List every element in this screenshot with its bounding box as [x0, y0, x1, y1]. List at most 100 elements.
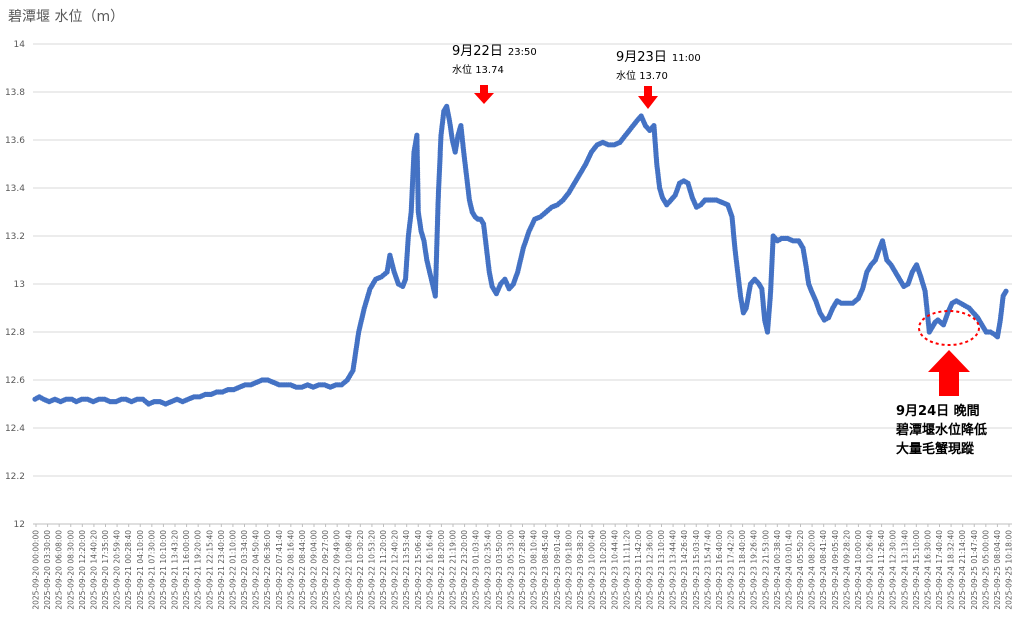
x-tick-label: 2025-09-23 19:26:40: [750, 530, 759, 610]
annotation-peak-1-date: 9月22日: [452, 44, 503, 59]
annotation-peak-1-time: 23:50: [507, 47, 537, 58]
highlight-ellipse: [918, 310, 980, 346]
y-tick-label: 13.8: [5, 88, 25, 98]
x-tick-label: 2025-09-23 03:50:00: [495, 530, 504, 610]
annotation-peak-2-level: 水位 13.70: [616, 71, 668, 82]
x-tick-label: 2025-09-22 04:50:40: [252, 530, 261, 610]
annotation-peak-2-date: 9月23日: [616, 50, 667, 65]
annotation-crab-line-3: 大量毛蟹現蹤: [896, 442, 975, 457]
x-tick-label: 2025-09-21 04:10:00: [136, 530, 145, 610]
y-tick-label: 14: [14, 40, 26, 50]
annotation-crab-note: 9月24日 晚間 碧潭堰水位降低 大量毛蟹現蹤: [896, 402, 987, 459]
x-tick-label: 2025-09-24 03:01:40: [784, 530, 793, 610]
x-tick-label: 2025-09-21 22:15:40: [205, 530, 214, 610]
x-tick-label: 2025-09-23 08:10:40: [530, 530, 539, 610]
data-point: [1003, 288, 1009, 294]
x-tick-label: 2025-09-25 01:47:40: [970, 530, 979, 610]
x-tick-label: 2025-09-22 21:19:00: [449, 530, 458, 610]
x-tick-label: 2025-09-20 12:20:00: [78, 530, 87, 610]
x-tick-label: 2025-09-24 10:00:00: [854, 530, 863, 610]
y-tick-label: 12.4: [5, 424, 25, 434]
x-tick-label: 2025-09-20 17:35:00: [101, 530, 110, 610]
x-tick-label: 2025-09-23 05:33:00: [506, 530, 515, 610]
gridlines: [33, 43, 1012, 525]
x-tick-label: 2025-09-23 17:42:20: [727, 530, 736, 610]
y-axis-tick-labels: 12 12.2 12.4 12.6 12.8 13 13.2 13.4 13.6 13.8 14: [5, 40, 25, 530]
x-tick-label: 2025-09-21 10:10:00: [159, 530, 168, 610]
x-tick-label: 2025-09-21 23:40:00: [217, 530, 226, 610]
x-tick-label: 2025-09-23 13:10:00: [657, 530, 666, 610]
x-tick-label: 2025-09-22 01:10:00: [228, 530, 237, 610]
annotation-peak-1-level: 水位 13.74: [452, 65, 504, 76]
y-tick-label: 13.4: [5, 184, 25, 194]
x-tick-label: 2025-09-23 14:26:40: [680, 530, 689, 610]
x-tick-label: 2025-09-24 09:05:40: [831, 530, 840, 610]
x-tick-label: 2025-09-21 19:20:00: [194, 530, 203, 610]
x-tick-label: 2025-09-24 00:38:40: [773, 530, 782, 610]
x-tick-label: 2025-09-23 09:01:40: [553, 530, 562, 610]
y-tick-label: 12.2: [5, 472, 25, 482]
x-tick-label: 2025-09-21 07:30:00: [147, 530, 156, 610]
x-tick-label: 2025-09-20 06:08:00: [55, 530, 64, 610]
x-tick-label: 2025-09-22 18:20:00: [437, 530, 446, 610]
x-tick-label: 2025-09-25 10:18:00: [1005, 530, 1014, 610]
x-axis-tick-labels: 2025-09-20 00:00:00 2025-09-20 03:30:00 20…: [32, 524, 1014, 610]
x-tick-label: 2025-09-23 09:18:00: [564, 530, 573, 610]
x-tick-label: 2025-09-23 18:40:00: [738, 530, 747, 610]
x-tick-label: 2025-09-20 08:30:00: [66, 530, 75, 610]
x-tick-label: 2025-09-24 15:10:00: [912, 530, 921, 610]
x-tick-label: 2025-09-23 15:47:40: [703, 530, 712, 610]
annotation-crab-line-2: 碧潭堰水位降低: [896, 423, 988, 438]
x-tick-label: 2025-09-23 07:28:40: [518, 530, 527, 610]
x-tick-label: 2025-09-23 15:03:40: [692, 530, 701, 610]
x-tick-label: 2025-09-23 10:44:40: [611, 530, 620, 610]
arrow-down-icon: [474, 85, 494, 104]
x-tick-label: 2025-09-24 16:30:00: [923, 530, 932, 610]
x-tick-label: 2025-09-22 06:36:00: [263, 530, 272, 610]
x-tick-label: 2025-09-22 12:40:20: [391, 530, 400, 610]
x-tick-label: 2025-09-22 08:44:00: [298, 530, 307, 610]
x-tick-label: 2025-09-23 13:44:40: [669, 530, 678, 610]
y-tick-label: 12.6: [5, 376, 25, 386]
annotation-peak-2-time: 11:00: [671, 53, 701, 64]
x-tick-label: 2025-09-23 10:00:40: [588, 530, 597, 610]
x-tick-label: 2025-09-25 08:04:40: [993, 530, 1002, 610]
x-tick-label: 2025-09-22 23:20:00: [460, 530, 469, 610]
x-tick-label: 2025-09-21 00:28:40: [124, 530, 133, 610]
x-tick-label: 2025-09-22 09:04:00: [310, 530, 319, 610]
x-tick-label: 2025-09-23 01:03:40: [472, 530, 481, 610]
x-tick-label: 2025-09-24 21:14:00: [958, 530, 967, 610]
x-tick-label: 2025-09-23 09:38:20: [576, 530, 585, 610]
x-tick-label: 2025-09-21 13:43:20: [171, 530, 180, 610]
x-tick-label: 2025-09-20 00:00:00: [32, 530, 41, 610]
x-tick-label: 2025-09-24 18:32:40: [947, 530, 956, 610]
x-tick-label: 2025-09-24 08:20:00: [808, 530, 817, 610]
arrow-down-icon: [638, 86, 658, 109]
y-tick-label: 12: [14, 520, 25, 530]
x-tick-label: 2025-09-22 10:08:40: [344, 530, 353, 610]
arrow-up-icon: [928, 350, 970, 396]
chart-title: 碧潭堰 水位（m）: [8, 9, 125, 25]
x-tick-label: 2025-09-22 16:16:40: [425, 530, 434, 610]
annotation-crab-line-1: 9月24日 晚間: [896, 404, 980, 419]
x-tick-label: 2025-09-23 21:53:00: [761, 530, 770, 610]
x-tick-label: 2025-09-23 10:20:00: [599, 530, 608, 610]
x-tick-label: 2025-09-20 20:59:40: [113, 530, 122, 610]
x-tick-label: 2025-09-22 10:30:20: [356, 530, 365, 610]
y-tick-label: 13: [14, 280, 25, 290]
annotation-marks: [474, 85, 980, 396]
x-tick-label: 2025-09-22 10:53:20: [367, 530, 376, 610]
y-tick-label: 13.2: [5, 232, 25, 242]
x-tick-label: 2025-09-24 08:41:40: [819, 530, 828, 610]
y-tick-label: 12.8: [5, 328, 25, 338]
x-tick-label: 2025-09-23 08:45:40: [541, 530, 550, 610]
annotation-peak-1: 9月22日 23:50 水位 13.74: [452, 40, 537, 76]
x-tick-label: 2025-09-22 13:53:40: [402, 530, 411, 610]
x-tick-label: 2025-09-24 12:30:00: [889, 530, 898, 610]
x-tick-label: 2025-09-24 13:13:40: [900, 530, 909, 610]
x-tick-label: 2025-09-23 12:36:00: [645, 530, 654, 610]
x-tick-label: 2025-09-22 11:20:00: [379, 530, 388, 610]
x-tick-label: 2025-09-24 10:26:40: [866, 530, 875, 610]
water-level-series: [32, 103, 1009, 407]
